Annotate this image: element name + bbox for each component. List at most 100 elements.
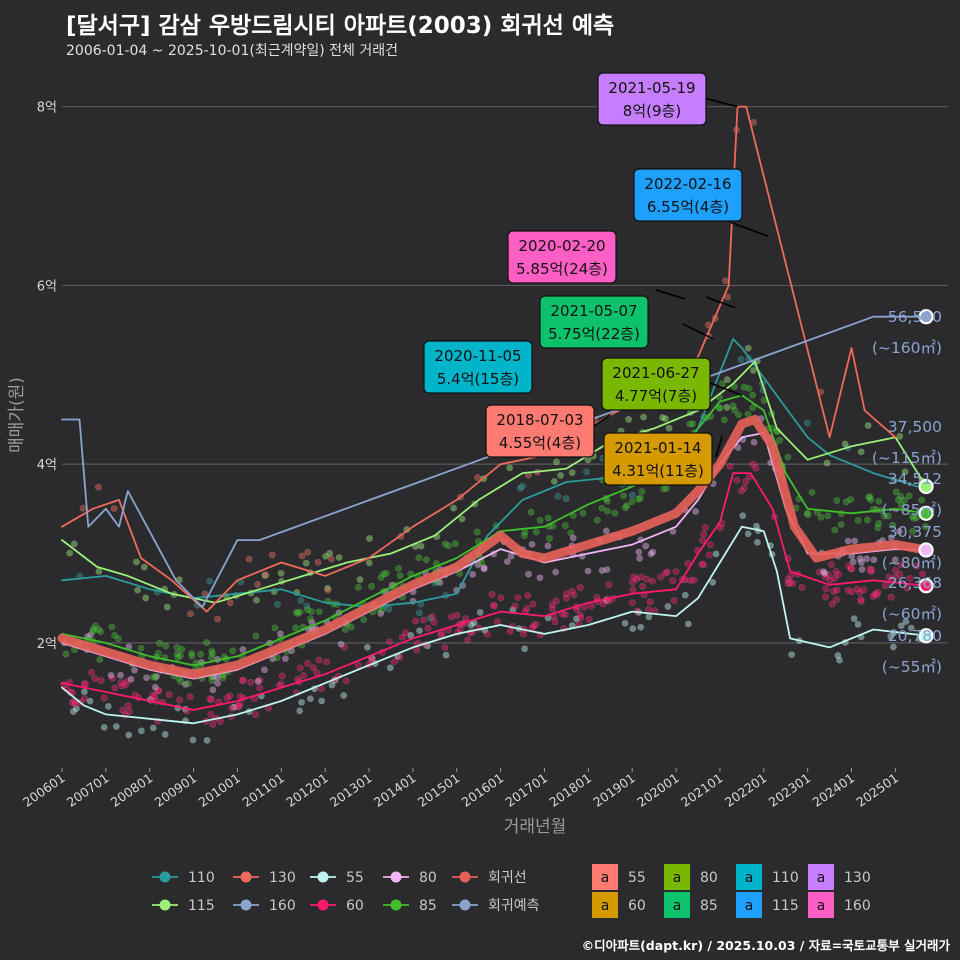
scatter-point-80 <box>127 675 135 683</box>
scatter-point-60 <box>866 565 874 573</box>
scatter-point-60 <box>247 678 255 686</box>
scatter-point-80 <box>536 574 544 582</box>
scatter-point-130 <box>110 505 118 513</box>
scatter-point-60 <box>506 627 514 635</box>
legend-swatch <box>592 864 618 890</box>
scatter-point-85 <box>623 502 631 510</box>
scatter-point-60 <box>919 570 927 578</box>
scatter-point-60 <box>207 696 215 704</box>
scatter-point-85 <box>734 411 742 419</box>
scatter-point-85 <box>894 496 902 504</box>
scatter-point-55 <box>753 538 761 546</box>
legend-swatch-glyph: a <box>817 870 826 886</box>
scatter-point-85 <box>451 540 459 548</box>
scatter-point-55 <box>788 651 796 659</box>
scatter-point-85 <box>567 529 575 537</box>
scatter-point-60 <box>430 618 438 626</box>
scatter-point-85 <box>520 532 528 540</box>
scatter-point-85 <box>368 582 376 590</box>
scatter-point-60 <box>892 573 900 581</box>
scatter-point-55 <box>298 698 306 706</box>
scatter-point-60 <box>424 624 432 632</box>
scatter-point-60 <box>71 700 79 708</box>
callout-value: 4.55억(4층) <box>499 434 581 452</box>
scatter-point-80 <box>377 610 385 618</box>
scatter-point-60 <box>119 706 127 714</box>
scatter-point-80 <box>821 569 829 577</box>
scatter-point-60 <box>236 700 244 708</box>
scatter-point-60 <box>256 676 264 684</box>
scatter-point-60 <box>490 601 498 609</box>
scatter-point-85 <box>208 677 216 685</box>
scatter-point-85 <box>921 523 929 531</box>
x-tick-label: 201201 <box>283 770 331 810</box>
scatter-point-60 <box>124 702 132 710</box>
scatter-point-115 <box>896 432 904 440</box>
y-tick-label: 2억 <box>37 637 57 652</box>
scatter-point-60 <box>821 573 829 581</box>
scatter-point-60 <box>315 656 323 664</box>
scatter-point-80 <box>750 438 758 446</box>
legend-swatch <box>736 892 762 918</box>
scatter-point-130 <box>324 586 332 594</box>
scatter-point-80 <box>649 548 657 556</box>
scatter-point-60 <box>831 574 839 582</box>
scatter-point-60 <box>304 659 312 667</box>
scatter-point-80 <box>734 443 742 451</box>
scatter-point-110 <box>516 484 524 492</box>
scatter-point-110 <box>628 491 636 499</box>
scatter-point-55 <box>306 695 314 703</box>
callout-box <box>597 72 707 126</box>
chart-subtitle: 2006-01-04 ~ 2025-10-01(최근계약일) 전체 거래건 <box>66 43 398 59</box>
scatter-point-80 <box>130 666 138 674</box>
scatter-point-110 <box>518 482 526 490</box>
scatter-point-115 <box>277 569 285 577</box>
scatter-point-60 <box>456 625 464 633</box>
legend-layer: 110 130 55 80 회귀선 115 160 60 85 회귀예측 a 55 a 80 a 110 a 13… <box>152 864 871 918</box>
series-layer <box>57 105 931 725</box>
scatter-point-115 <box>550 477 558 485</box>
scatter-point-110 <box>554 492 562 500</box>
scatter-point-85 <box>865 493 873 501</box>
scatter-point-60 <box>737 487 745 495</box>
scatter-point-60 <box>847 565 855 573</box>
scatter-point-85 <box>824 512 832 520</box>
scatter-point-60 <box>822 593 830 601</box>
scatter-point-60 <box>91 675 99 683</box>
callout-date: 2020-02-20 <box>518 237 605 255</box>
scatter-point-80 <box>503 558 511 566</box>
scatter-point-85 <box>874 524 882 532</box>
scatter-point-60 <box>206 695 214 703</box>
scatter-point-80 <box>863 555 871 563</box>
scatter-point-85 <box>909 527 917 535</box>
scatter-point-55 <box>902 618 910 626</box>
scatter-point-60 <box>857 597 865 605</box>
scatter-point-60 <box>530 622 538 630</box>
scatter-point-60 <box>706 541 714 549</box>
scatter-point-55 <box>296 707 304 715</box>
scatter-point-80 <box>107 671 115 679</box>
scatter-point-60 <box>323 658 331 666</box>
scatter-point-60 <box>155 687 163 695</box>
scatter-point-60 <box>239 677 247 685</box>
scatter-point-60 <box>561 611 569 619</box>
scatter-point-60 <box>740 484 748 492</box>
scatter-point-110 <box>562 495 570 503</box>
scatter-point-60 <box>853 585 861 593</box>
scatter-point-85 <box>749 404 757 412</box>
scatter-point-85 <box>273 654 281 662</box>
scatter-point-60 <box>887 593 895 601</box>
scatter-point-60 <box>317 685 325 693</box>
scatter-point-85 <box>415 554 423 562</box>
scatter-point-115 <box>302 559 310 567</box>
scatter-point-60 <box>833 586 841 594</box>
legend-swatch <box>664 892 690 918</box>
scatter-point-115 <box>133 558 141 566</box>
scatter-point-60 <box>726 462 734 470</box>
scatter-point-60 <box>844 586 852 594</box>
scatter-point-55 <box>112 722 120 730</box>
scatter-point-85 <box>441 540 449 548</box>
scatter-point-85 <box>178 645 186 653</box>
scatter-point-60 <box>826 576 834 584</box>
scatter-point-60 <box>637 573 645 581</box>
